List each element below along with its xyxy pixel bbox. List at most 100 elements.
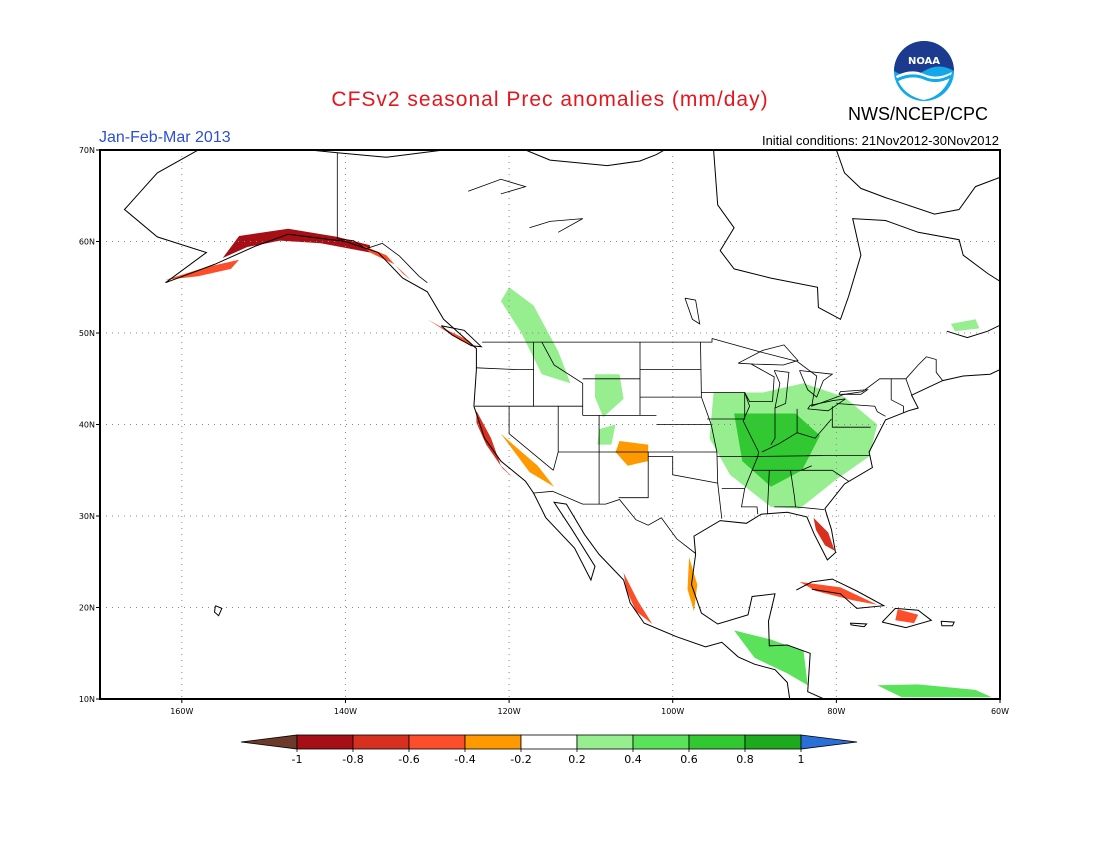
- coastline-vancouver-island: [440, 325, 483, 348]
- border-wa-or: [476, 367, 534, 371]
- lake-lake-michigan: [773, 370, 790, 409]
- colorbar-label: -0.2: [510, 753, 531, 766]
- colorbar-label: 0.2: [568, 753, 586, 766]
- coastline-hispaniola: [881, 607, 933, 629]
- colorbar-label: 0.4: [624, 753, 642, 766]
- border-nm-tx: [618, 452, 649, 499]
- colorbar-label: -0.4: [454, 753, 475, 766]
- colorbar-high-arrow: [800, 734, 858, 750]
- border-id-mt: [541, 341, 584, 416]
- colorbar-swatch: [520, 734, 578, 750]
- lake-great-slave-lake: [529, 218, 583, 233]
- anomaly-bc-coast: [427, 319, 477, 348]
- axis-ticks: 160W 140W 120W 100W 80W 60W 10N 20N 30N 40N 50N 60N…: [79, 146, 1009, 716]
- initial-conditions-label: Initial conditions: 21Nov2012-30Nov2012: [761, 133, 999, 148]
- border-ok-panhandle: [648, 456, 718, 484]
- lat-tick-label: 10N: [79, 695, 95, 704]
- anomaly-southeast-alaska: [361, 245, 411, 280]
- colorbar-label: -1: [292, 753, 303, 766]
- anomaly-southern-california: [500, 433, 555, 487]
- lat-tick-label: 70N: [79, 146, 95, 155]
- colorbar-low-arrow: [240, 734, 298, 750]
- anomaly-central-america: [734, 630, 808, 686]
- map-title: CFSv2 seasonal Prec anomalies (mm/day): [331, 88, 769, 111]
- lon-tick-label: 120W: [497, 707, 520, 716]
- coastline-jamaica: [849, 622, 868, 628]
- anomaly-quebec: [950, 319, 980, 332]
- lat-tick-label: 50N: [79, 329, 95, 338]
- season-label: Jan-Feb-Mar 2013: [99, 129, 231, 146]
- anomaly-southern-alaska: [222, 228, 370, 258]
- coastline-labrador-gulf: [946, 324, 1000, 339]
- border-nh-me: [905, 378, 913, 398]
- coastline-puerto-rico: [940, 620, 955, 627]
- border-ga-fl: [795, 506, 825, 510]
- lon-tick-label: 80W: [827, 707, 845, 716]
- border-wi-mi: [751, 363, 775, 402]
- border-ca-nv: [508, 406, 554, 471]
- border-ia-wi: [744, 392, 773, 403]
- coastline-hudson-bay: [713, 150, 1000, 321]
- lat-tick-label: 30N: [79, 512, 95, 521]
- colorbar-swatch: [352, 734, 410, 750]
- lake-lake-superior: [738, 344, 799, 366]
- anomaly-florida: [813, 517, 835, 551]
- anomaly-montana-wyoming: [595, 374, 624, 418]
- colorbar-swatch: [632, 734, 690, 750]
- anomaly-mexico-gulf: [687, 557, 698, 612]
- colorbar-swatch: [408, 734, 466, 750]
- logo-text: NOAA: [908, 56, 940, 67]
- border-ne-states: [890, 378, 904, 413]
- colorbar-label: -0.6: [398, 753, 419, 766]
- lon-tick-label: 100W: [661, 707, 684, 716]
- colorbar-swatch: [464, 734, 522, 750]
- lake-lake-huron: [799, 370, 834, 398]
- lon-tick-label: 60W: [991, 707, 1009, 716]
- border-us-canada-49: [482, 338, 713, 343]
- anomaly-hispaniola: [895, 609, 919, 624]
- org-label: NWS/NCEP/CPC: [848, 104, 989, 124]
- anomaly-alaska-peninsula: [165, 259, 240, 280]
- graticule: [100, 150, 1000, 699]
- border-mn-ia-mo: [701, 392, 746, 420]
- border-la-ms: [741, 488, 759, 515]
- coastline-cuba: [796, 578, 886, 609]
- lat-tick-label: 40N: [79, 421, 95, 430]
- anomaly-ohio-valley-core: [734, 413, 820, 487]
- lake-lake-winnipeg: [684, 297, 701, 325]
- colorbar-swatch: [688, 734, 746, 750]
- colorbar-label: 0.8: [736, 753, 754, 766]
- border-lon-96-6: [700, 342, 723, 519]
- coastline-north-america-west: [123, 190, 791, 699]
- anomaly-colorado: [597, 424, 616, 445]
- anomaly-northern-rockies: [500, 287, 571, 384]
- lat-tick-label: 60N: [79, 238, 95, 247]
- border-il-in: [770, 408, 776, 445]
- lon-tick-label: 160W: [170, 707, 193, 716]
- lake-lake-erie: [807, 398, 846, 412]
- border-alaska-canada: [336, 152, 428, 284]
- lon-tick-label: 140W: [334, 707, 357, 716]
- colorbar-swatch: [296, 734, 354, 750]
- coastlines: [123, 150, 1000, 699]
- border-ms-al: [767, 470, 770, 515]
- coastline-victoria-island: [525, 150, 665, 167]
- border-us-canada-east: [711, 338, 944, 407]
- noaa-logo: NOAA: [894, 41, 954, 101]
- border-us-mexico: [532, 490, 696, 554]
- colorbar-swatch: [576, 734, 634, 750]
- coastline-north-coast: [140, 150, 444, 192]
- coastline-hawaii: [213, 605, 223, 617]
- lat-tick-label: 20N: [79, 604, 95, 613]
- anomaly-layer: [165, 228, 992, 698]
- lake-great-bear-lake: [468, 178, 527, 195]
- border-mississippi-river: [742, 392, 760, 457]
- border-pa-ny: [836, 403, 886, 417]
- colorbar-label: 1: [798, 753, 805, 766]
- colorbar: -1 -0.8 -0.6 -0.4 -0.2 0.2 0.4 0.6 0.8 1: [240, 734, 858, 766]
- border-al-ga: [774, 470, 796, 508]
- coastline-north-america-east: [690, 369, 1000, 699]
- colorbar-swatch: [744, 734, 802, 750]
- colorbar-label: -0.8: [342, 753, 363, 766]
